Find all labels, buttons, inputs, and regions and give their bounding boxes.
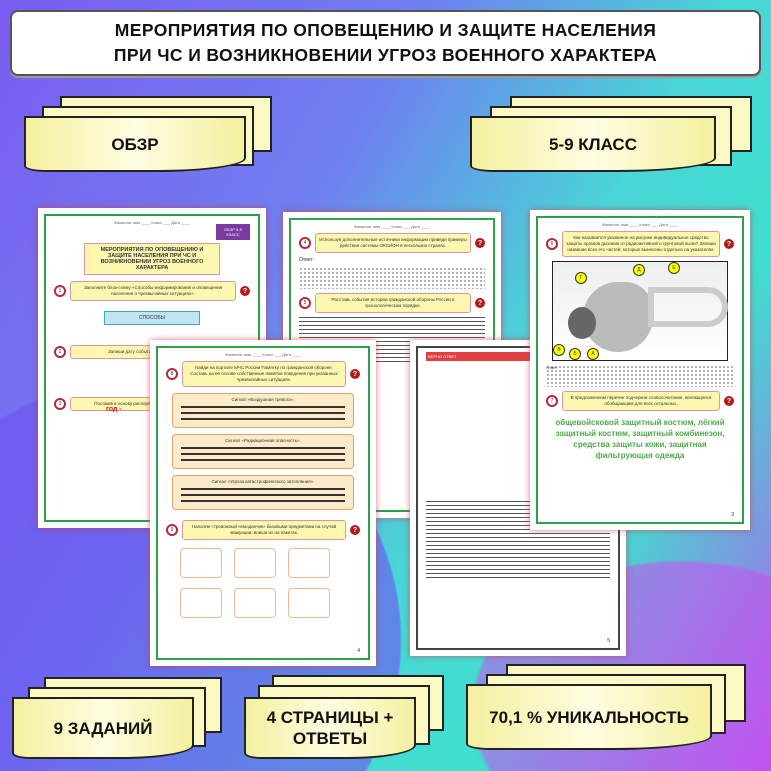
uniqueness-label: 70,1 % УНИКАЛЬНОСТЬ xyxy=(466,684,712,750)
pages-label: 4 СТРАНИЦЫ + ОТВЕТЫ xyxy=(244,697,416,759)
answer-word-list: общевойсковой защитный костюм, лёгкий за… xyxy=(555,418,725,460)
page-number: 4 xyxy=(357,648,360,654)
page-number: 5 xyxy=(607,638,610,644)
tasks-label: 9 ЗАДАНИЙ xyxy=(12,697,194,759)
uniqueness-tag: 70,1 % УНИКАЛЬНОСТЬ xyxy=(466,664,748,750)
year-label: год - xyxy=(106,406,122,413)
grade-tag: 5-9 КЛАСС xyxy=(470,92,755,172)
label-g: Г xyxy=(575,272,587,284)
task-4-text: Используя дополнительные источники инфор… xyxy=(315,233,471,253)
label-d: Д xyxy=(633,264,645,276)
page-title: МЕРОПРИЯТИЯ ПО ОПОВЕЩЕНИЮ И ЗАЩИТЕ НАСЕЛ… xyxy=(10,10,761,76)
answer-label: Ответ: xyxy=(299,257,315,263)
answers-header: ВЕРНО ОТВЕТ xyxy=(426,352,610,361)
task-9-text: Наполни «тревожный чемоданчик» базовыми … xyxy=(182,520,346,540)
page-badge: ОБЗР 5-9 КЛАСС xyxy=(216,224,250,240)
title-line-1: МЕРОПРИЯТИЯ ПО ОПОВЕЩЕНИЮ И ЗАЩИТЕ НАСЕЛ… xyxy=(114,20,657,40)
label-a: А xyxy=(587,348,599,360)
signal-box: Сигнал «Угроза катастрофического затопле… xyxy=(172,475,354,510)
subject-label: ОБЗР xyxy=(24,116,246,172)
task-5-text: Расставь события истории гражданской обо… xyxy=(315,293,471,313)
task-8-text: Найди на портале МЧС России Памятку по г… xyxy=(182,361,346,387)
label-v: В xyxy=(553,344,565,356)
answer-label: Ответ: xyxy=(546,365,734,387)
suitcases xyxy=(166,544,360,624)
task-6-text: Как называется указанное на рисунке инди… xyxy=(562,231,720,257)
scheme-box: СПОСОБЫ xyxy=(104,311,200,325)
pages-tag: 4 СТРАНИЦЫ + ОТВЕТЫ xyxy=(244,675,446,759)
task-1-text: Заполните блок-схему «Способы информиров… xyxy=(70,281,236,301)
label-e: Е xyxy=(668,262,680,274)
tasks-tag: 9 ЗАДАНИЙ xyxy=(12,677,224,759)
page-number: 3 xyxy=(731,512,734,518)
signal-box: Сигнал «Радиационная опасность». xyxy=(172,434,354,469)
grade-label: 5-9 КЛАСС xyxy=(470,116,716,172)
label-b: Б xyxy=(569,348,581,360)
subject-tag: ОБЗР xyxy=(24,92,274,172)
title-line-2: ПРИ ЧС И ВОЗНИКНОВЕНИИ УГРОЗ ВОЕННОГО ХА… xyxy=(113,45,658,65)
worksheet-title: МЕРОПРИЯТИЯ ПО ОПОВЕЩЕНИЮ И ЗАЩИТЕ НАСЕЛ… xyxy=(84,243,220,275)
task-7-text: В предложенном перечне подчеркни словосо… xyxy=(562,391,720,411)
respirator-image: Г Д Е В Б А xyxy=(552,261,728,361)
signal-box: Сигнал «Воздушная тревога». xyxy=(172,393,354,428)
